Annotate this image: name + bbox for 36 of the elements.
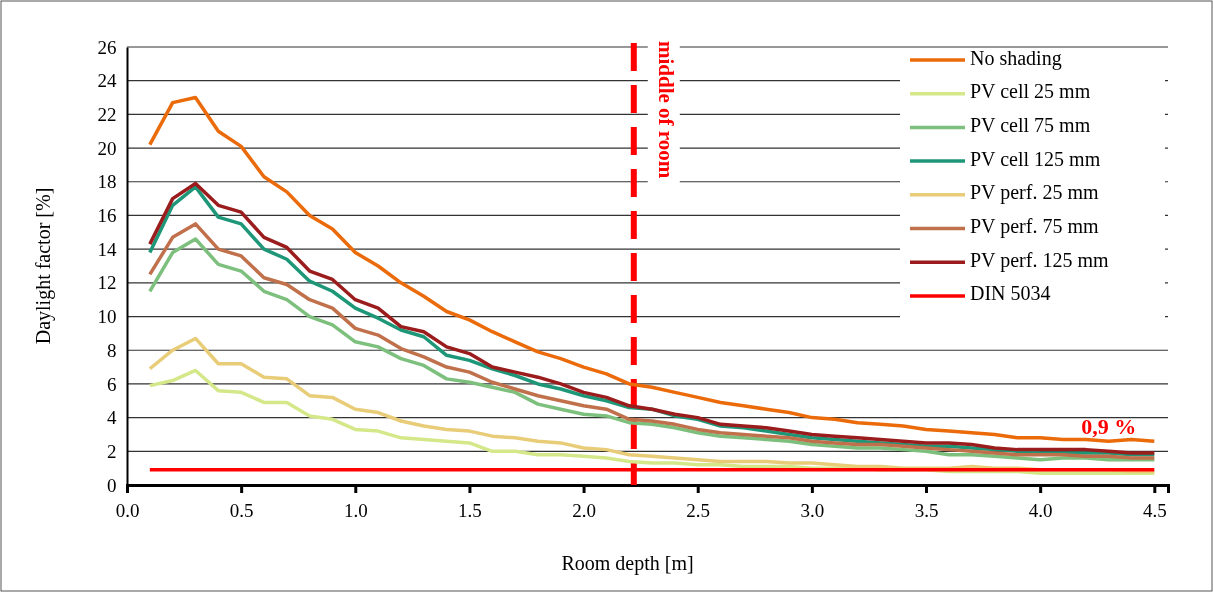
y-tick-label: 8 [106,339,117,361]
ref-line-label: middle of room [653,41,678,179]
y-tick-label: 10 [97,306,117,328]
y-tick-label: 14 [97,238,117,260]
x-tick-label: 3.0 [800,499,825,521]
y-tick-label: 4 [106,407,117,429]
legend-label: No shading [970,46,1062,70]
x-tick-label: 1.0 [343,499,368,521]
legend-label: PV perf. 75 mm [970,215,1099,239]
y-tick-label: 20 [97,137,117,159]
x-tick-label: 0.5 [229,499,254,521]
x-tick-label: 0.0 [115,499,140,521]
y-axis-title: Daylight factor [%] [32,187,55,345]
y-tick-label: 18 [97,171,117,193]
y-tick-label: 0 [106,474,117,496]
y-tick-label: 6 [106,373,117,395]
legend-label: PV cell 75 mm [970,113,1091,136]
y-tick-label: 2 [106,440,117,462]
x-tick-label: 2.5 [686,499,711,521]
legend-label: PV perf. 125 mm [970,248,1109,272]
legend-label: PV cell 125 mm [970,147,1101,170]
y-tick-label: 22 [97,103,117,125]
y-tick-label: 26 [97,36,117,58]
legend-label: DIN 5034 [970,282,1051,305]
annotation: 0,9 % [1081,413,1137,439]
y-tick-label: 16 [97,205,117,227]
x-tick-label: 4.0 [1028,499,1053,521]
y-tick-label: 24 [97,70,117,92]
x-tick-label: 3.5 [914,499,939,521]
x-tick-label: 2.0 [572,499,596,521]
legend-label: PV cell 25 mm [970,80,1091,103]
x-tick-label: 4.5 [1142,499,1167,521]
y-tick-label: 12 [97,272,117,294]
x-tick-label: 1.5 [458,499,482,521]
x-axis-title: Room depth [m] [561,552,694,575]
legend-label: PV perf. 25 mm [970,181,1099,205]
